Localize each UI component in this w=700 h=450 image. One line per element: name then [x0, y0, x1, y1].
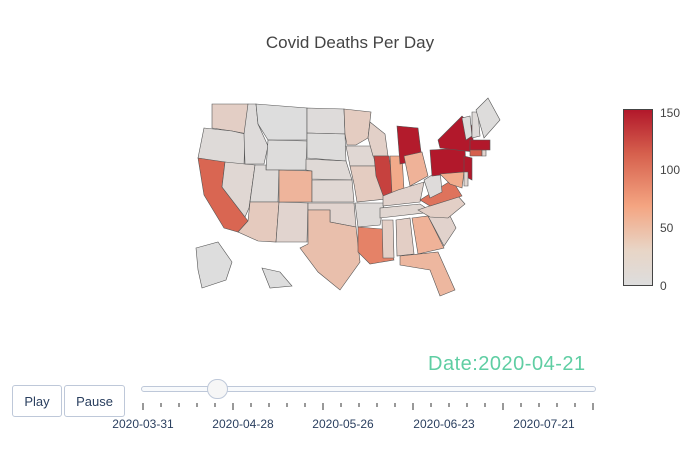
slider-tick-label: 2020-03-31 — [112, 417, 174, 431]
state-ms[interactable] — [381, 219, 395, 259]
state-nv[interactable] — [221, 161, 256, 218]
current-date-label: Date:2020-04-21 — [428, 353, 586, 375]
play-button[interactable]: Play — [12, 385, 62, 417]
slider-tick-label: 2020-05-26 — [312, 417, 374, 431]
state-ks[interactable] — [311, 179, 355, 203]
state-oh[interactable] — [403, 151, 429, 187]
state-ar[interactable] — [354, 202, 385, 228]
colorbar-tick: 150 — [660, 106, 681, 120]
colorbar-tick: 100 — [660, 163, 681, 177]
pause-button[interactable]: Pause — [64, 385, 125, 417]
state-mt[interactable] — [255, 103, 308, 141]
state-ky[interactable] — [382, 181, 425, 207]
state-al[interactable] — [395, 217, 415, 257]
state-md[interactable] — [439, 171, 465, 189]
state-hi[interactable] — [261, 267, 293, 289]
state-fl[interactable] — [399, 251, 456, 297]
state-nh[interactable] — [471, 111, 481, 139]
date-slider-rail[interactable] — [141, 386, 596, 392]
colorbar-tick: 50 — [660, 221, 674, 235]
state-ak[interactable] — [195, 241, 233, 289]
state-mn[interactable] — [343, 108, 372, 146]
colorbar-tick: 0 — [660, 279, 667, 293]
slider-tick-label: 2020-07-21 — [513, 417, 575, 431]
state-de[interactable] — [463, 171, 469, 187]
state-me[interactable] — [475, 97, 501, 139]
slider-tick-label: 2020-04-28 — [212, 417, 274, 431]
state-wa[interactable] — [211, 103, 249, 135]
state-nm[interactable] — [275, 201, 309, 243]
slider-tick-label: 2020-06-23 — [413, 417, 475, 431]
date-slider-grip[interactable] — [207, 379, 228, 399]
state-ma[interactable] — [469, 139, 491, 151]
colorbar — [623, 109, 653, 286]
state-tx[interactable] — [299, 209, 361, 291]
chart-title: Covid Deaths Per Day — [265, 33, 435, 52]
state-ga[interactable] — [411, 215, 445, 255]
state-ne[interactable] — [305, 158, 353, 181]
